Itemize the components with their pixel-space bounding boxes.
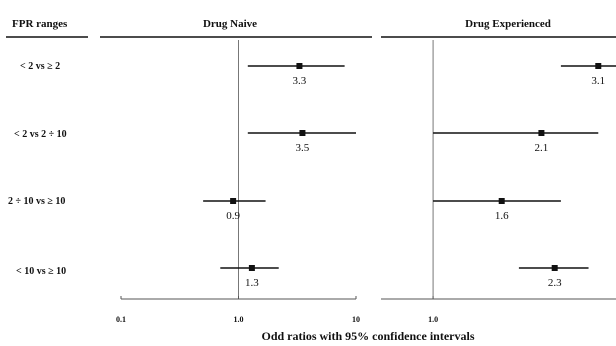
row-labels: < 2 vs ≥ 2 < 2 vs 2 ÷ 10 2 ÷ 10 vs ≥ 10 … bbox=[8, 61, 67, 277]
value-label: 1.3 bbox=[245, 277, 259, 289]
value-label: 3.3 bbox=[293, 75, 307, 87]
row-label: 2 ÷ 10 vs ≥ 10 bbox=[8, 196, 65, 207]
header-label: FPR ranges bbox=[12, 18, 68, 30]
x-tick-label: 10 bbox=[352, 315, 360, 324]
point-estimate bbox=[538, 130, 545, 136]
value-label: 1.6 bbox=[495, 210, 509, 222]
panel-drug-experienced: Drug Experienced 1.0 3.1 2.1 1.6 2.3 bbox=[381, 18, 616, 324]
panel-title: Drug Experienced bbox=[465, 18, 551, 30]
point-estimate bbox=[230, 198, 237, 204]
row-label: < 2 vs 2 ÷ 10 bbox=[14, 129, 67, 140]
x-axis-label: Odd ratios with 95% confidence intervals bbox=[262, 329, 475, 343]
point-estimate bbox=[296, 63, 303, 69]
value-label: 2.3 bbox=[548, 277, 562, 289]
point-estimate bbox=[551, 265, 558, 271]
panel-drug-naive: Drug Naive 0.1 1.0 10 3.3 3.5 0.9 1.3 bbox=[100, 18, 372, 324]
value-label: 3.5 bbox=[296, 142, 310, 154]
x-tick-label: 0.1 bbox=[116, 315, 126, 324]
value-label: 2.1 bbox=[535, 142, 549, 154]
panel-title: Drug Naive bbox=[203, 18, 257, 30]
value-label: 3.1 bbox=[591, 75, 605, 87]
point-estimate bbox=[299, 130, 306, 136]
point-estimate bbox=[595, 63, 602, 69]
x-tick-label: 1.0 bbox=[234, 315, 244, 324]
point-estimate bbox=[498, 198, 505, 204]
x-tick-label: 1.0 bbox=[428, 315, 438, 324]
point-estimate bbox=[248, 265, 255, 271]
row-label: < 2 vs ≥ 2 bbox=[20, 61, 60, 72]
value-label: 0.9 bbox=[226, 210, 240, 222]
row-label: < 10 vs ≥ 10 bbox=[16, 266, 66, 277]
